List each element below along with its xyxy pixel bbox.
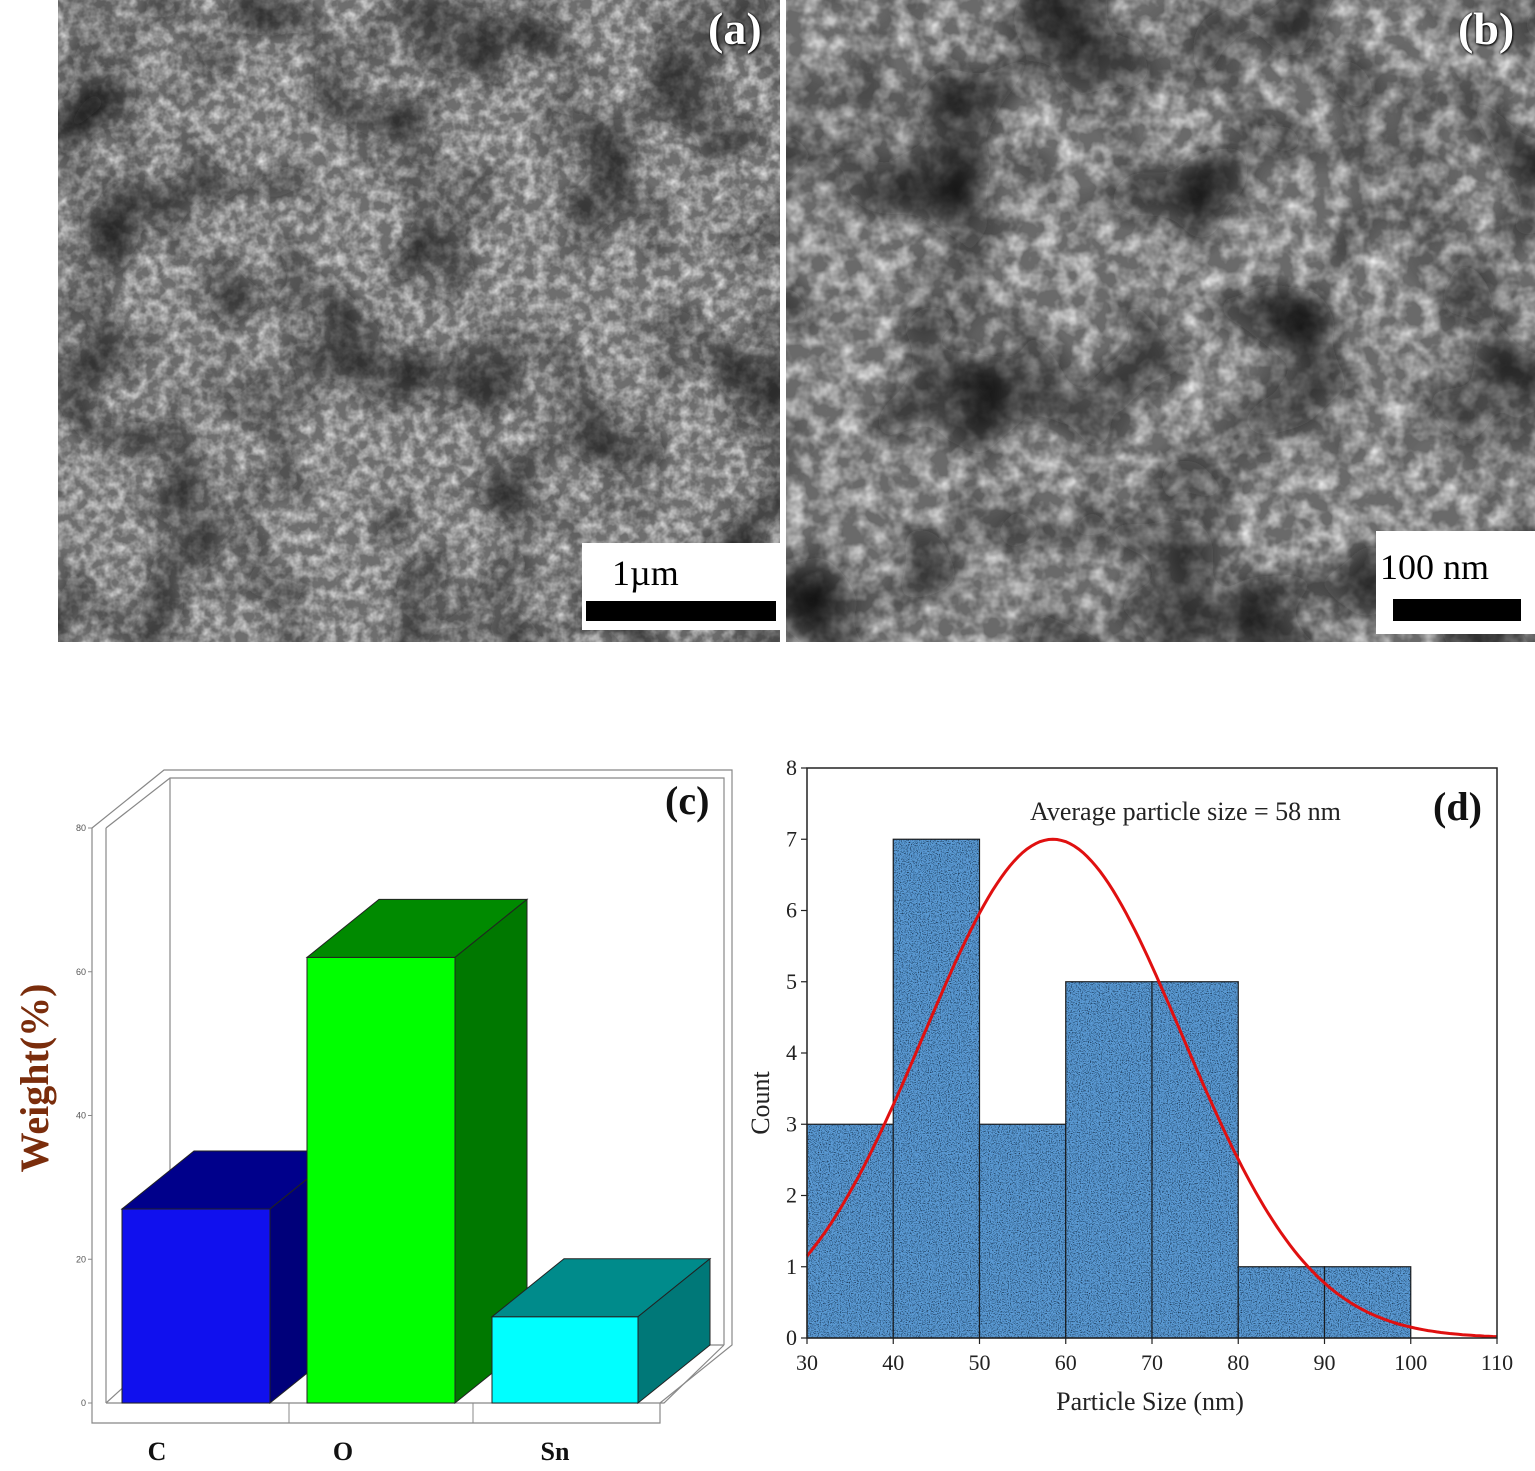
gaussian-fit-curve <box>805 837 1498 1339</box>
bar-front <box>491 1316 639 1404</box>
sem-texture-a <box>58 0 780 642</box>
left-wall <box>91 828 661 1424</box>
scale-bar-label-b: 100 nm <box>1380 547 1490 587</box>
y-tick-label: 1 <box>786 1254 797 1279</box>
scale-bar-b: 100 nm <box>1376 531 1535 634</box>
y-tick-label: 2 <box>786 1183 797 1208</box>
panel-label-a: (a) <box>708 3 762 54</box>
x-tick-label: 50 <box>969 1350 991 1375</box>
y-tick-label: 5 <box>786 969 797 994</box>
y-tick-label: 0 <box>81 1398 86 1408</box>
x-tick-label: 60 <box>1055 1350 1077 1375</box>
bar-C <box>120 1149 344 1405</box>
y-tick-label: 0 <box>786 1325 797 1350</box>
x-tick-label: 80 <box>1227 1350 1249 1375</box>
category-label: O <box>333 1437 353 1466</box>
bar-front <box>121 1208 271 1404</box>
x-tick-label: 100 <box>1394 1350 1427 1375</box>
x-tick-label: 110 <box>1481 1350 1513 1375</box>
scale-bar-line-a <box>586 601 776 621</box>
y-tick-label: 6 <box>786 898 797 923</box>
y-tick-label: 60 <box>76 967 86 977</box>
scale-bar-label-a: 1µm <box>612 553 679 593</box>
x-tick-label: 30 <box>796 1350 818 1375</box>
y-tick-label: 8 <box>786 755 797 780</box>
chart-c-y-ticks: 0 20 40 60 80 <box>76 823 92 1408</box>
y-tick-label: 40 <box>76 1111 86 1121</box>
category-label: C <box>148 1437 167 1466</box>
chart-c-panel-label: (c) <box>665 778 709 823</box>
bar-front <box>306 956 456 1404</box>
chart-d-x-axis-title: Particle Size (nm) <box>1056 1387 1244 1416</box>
scale-bar-line-b <box>1393 599 1521 621</box>
floor-front <box>106 1344 725 1404</box>
x-tick-label: 70 <box>1141 1350 1163 1375</box>
x-tick-label: 90 <box>1314 1350 1336 1375</box>
particle-size-histogram: 30 40 50 60 70 80 90 100 110 0 1 2 3 4 5 6 7 8 Average pa… <box>746 755 1513 1416</box>
panel-label-b: (b) <box>1458 3 1515 54</box>
sem-texture-b <box>786 0 1535 642</box>
scale-bar-a: 1µm <box>582 543 780 630</box>
bar-Sn <box>490 1257 712 1405</box>
y-tick-label: 4 <box>786 1040 797 1065</box>
bar-side <box>637 1257 711 1405</box>
weight-bar-chart: 0 20 40 60 80 C O Sn Weight(%) (c) <box>12 769 733 1466</box>
chart-d-y-axis-title: Count <box>746 1070 775 1134</box>
chart-d-axes: 30 40 50 60 70 80 90 100 110 0 1 2 3 4 5 6 7 8 <box>786 755 1513 1375</box>
back-wall-inner <box>105 777 725 1345</box>
y-tick-label: 20 <box>76 1254 86 1264</box>
y-tick-label: 3 <box>786 1111 797 1136</box>
back-wall-outline <box>91 769 733 1404</box>
sem-image-a: (a) 1µm <box>58 0 780 642</box>
chart-d-panel-label: (d) <box>1433 784 1482 829</box>
category-label: Sn <box>541 1437 570 1466</box>
y-tick-label: 80 <box>76 823 86 833</box>
chart-c-category-labels: C O Sn <box>148 1437 570 1466</box>
x-tick-label: 40 <box>882 1350 904 1375</box>
chart-c-bars <box>120 898 712 1405</box>
bar-O <box>305 898 529 1405</box>
chart-c-y-axis-title: Weight(%) <box>12 984 57 1173</box>
average-size-annotation: Average particle size = 58 nm <box>1030 797 1341 826</box>
sem-image-b: (b) 100 nm <box>786 0 1535 642</box>
y-tick-label: 7 <box>786 826 797 851</box>
